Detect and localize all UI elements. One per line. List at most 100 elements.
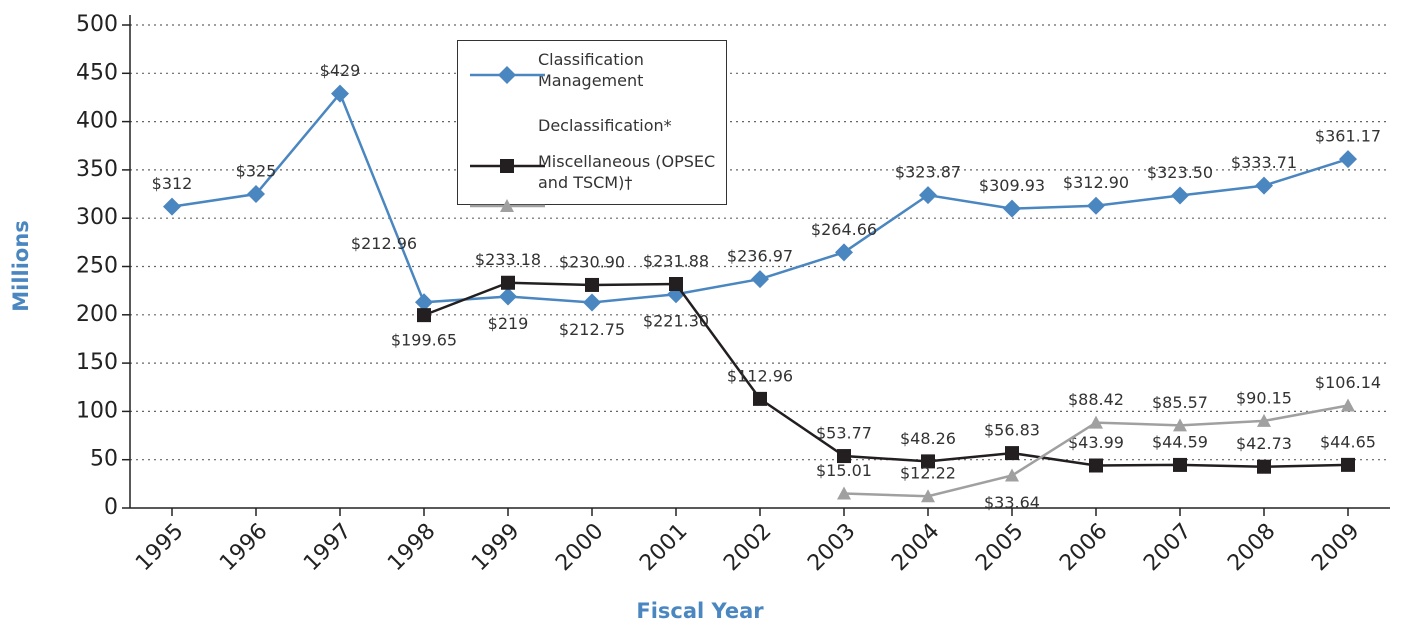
data-label: $112.96	[727, 366, 793, 385]
marker	[1087, 196, 1105, 215]
data-label: $15.01	[816, 461, 872, 480]
legend-label: Declassification*	[538, 116, 672, 135]
data-label: $233.18	[475, 250, 541, 269]
legend-label: Miscellaneous (OPSEC and TSCM)†	[538, 152, 716, 192]
marker	[583, 293, 601, 312]
data-label: $429	[320, 61, 361, 80]
x-tick-label: 2004	[887, 519, 944, 576]
marker	[415, 293, 433, 312]
data-label: $43.99	[1068, 433, 1124, 452]
marker	[669, 277, 683, 292]
data-label: $236.97	[727, 247, 793, 266]
data-label: $33.64	[984, 493, 1040, 512]
y-axis-title: Millions	[9, 220, 33, 312]
marker	[1171, 186, 1189, 205]
data-label: $53.77	[816, 424, 872, 443]
y-tick-label: 350	[76, 157, 118, 182]
x-tick-label: 1996	[215, 519, 272, 576]
data-label: $312	[152, 174, 193, 193]
data-label: $312.90	[1063, 173, 1129, 192]
marker	[1089, 415, 1103, 429]
data-label: $88.42	[1068, 390, 1124, 409]
x-tick-label: 1998	[383, 519, 440, 576]
x-tick-label: 2007	[1139, 519, 1196, 576]
x-tick-label: 1995	[131, 519, 188, 576]
y-tick-label: 250	[76, 254, 118, 279]
data-label: $264.66	[811, 220, 877, 239]
x-tick-label: 2001	[635, 519, 692, 576]
marker	[753, 391, 767, 406]
x-tick-label: 2006	[1055, 519, 1112, 576]
marker	[1255, 176, 1273, 195]
x-tick-label: 2000	[551, 519, 608, 576]
data-label: $44.59	[1152, 432, 1208, 451]
data-label: $212.96	[351, 234, 417, 253]
y-tick-label: 400	[76, 109, 118, 134]
x-tick-label: 1999	[467, 519, 524, 576]
data-label: $48.26	[900, 429, 956, 448]
data-label: $333.71	[1231, 153, 1297, 172]
marker	[1341, 457, 1355, 472]
y-tick-label: 500	[76, 12, 118, 37]
data-label: $221.30	[643, 312, 709, 331]
y-tick-label: 200	[76, 302, 118, 327]
y-tick-label: 50	[90, 447, 118, 472]
data-label: $230.90	[559, 252, 625, 271]
marker	[921, 454, 935, 469]
data-label: $219	[488, 314, 529, 333]
data-label: $231.88	[643, 252, 709, 271]
marker	[1005, 468, 1019, 482]
marker	[1341, 398, 1355, 412]
marker	[1339, 150, 1357, 169]
marker	[751, 270, 769, 289]
data-label: $56.83	[984, 421, 1040, 440]
data-label: $325	[236, 162, 277, 181]
marker	[1005, 446, 1019, 461]
marker	[331, 84, 349, 103]
marker	[501, 275, 515, 290]
marker	[1257, 459, 1271, 474]
data-label: $42.73	[1236, 434, 1292, 453]
data-label: $85.57	[1152, 393, 1208, 412]
data-label: $12.22	[900, 464, 956, 483]
y-tick-label: 300	[76, 205, 118, 230]
marker	[1173, 457, 1187, 472]
marker	[919, 186, 937, 205]
marker	[585, 277, 599, 292]
marker	[163, 197, 181, 216]
legend-label: Classification Management	[538, 50, 644, 90]
marker	[1257, 413, 1271, 427]
marker	[417, 308, 431, 323]
marker	[837, 449, 851, 464]
x-tick-label: 2003	[803, 519, 860, 576]
marker	[499, 287, 517, 306]
x-tick-label: 2005	[971, 519, 1028, 576]
marker	[247, 185, 265, 204]
x-tick-label: 1997	[299, 519, 356, 576]
data-label: $361.17	[1315, 127, 1381, 146]
marker	[837, 486, 851, 500]
y-tick-label: 450	[76, 60, 118, 85]
data-label: $199.65	[391, 331, 457, 350]
data-label: $323.87	[895, 163, 961, 182]
y-tick-label: 150	[76, 350, 118, 375]
x-tick-label: 2002	[719, 519, 776, 576]
data-label: $44.65	[1320, 432, 1376, 451]
marker	[1003, 199, 1021, 218]
marker	[1173, 418, 1187, 432]
y-tick-label: 100	[76, 398, 118, 423]
marker	[835, 243, 853, 262]
data-label: $323.50	[1147, 163, 1213, 182]
series-line	[423, 281, 1349, 468]
marker	[921, 489, 935, 503]
data-label: $212.75	[559, 320, 625, 339]
x-axis-title: Fiscal Year	[636, 599, 764, 623]
data-label: $90.15	[1236, 388, 1292, 407]
data-label: $106.14	[1315, 373, 1381, 392]
y-tick-label: 0	[104, 495, 118, 520]
legend: Classification Management Declassificati…	[457, 40, 727, 205]
x-tick-label: 2009	[1307, 519, 1364, 576]
marker	[1089, 458, 1103, 473]
